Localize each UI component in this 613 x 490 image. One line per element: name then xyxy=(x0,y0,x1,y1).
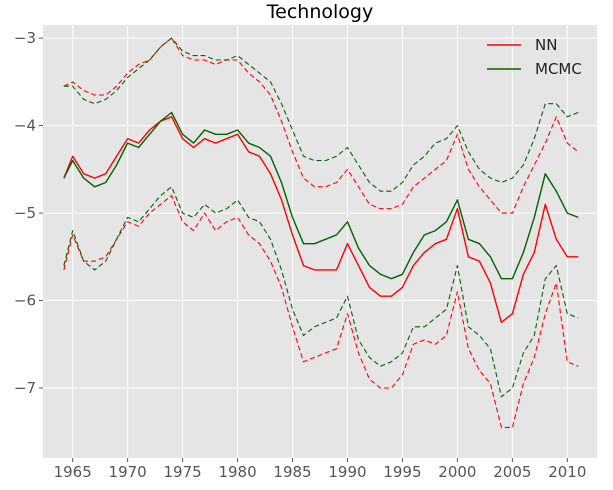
x-axis-ticks: 1965 1970 1975 1980 1985 1990 1995 2000 2005 2010 xyxy=(54,458,586,481)
x-tick-label: 1995 xyxy=(383,463,421,481)
y-tick-label: −4 xyxy=(14,117,36,135)
chart-title: Technology xyxy=(266,1,373,23)
x-tick-label: 1980 xyxy=(218,463,256,481)
grid-lines xyxy=(43,25,597,458)
y-tick-label: −7 xyxy=(14,379,36,397)
x-tick-label: 1985 xyxy=(273,463,311,481)
y-tick-label: −5 xyxy=(14,204,36,222)
x-tick-label: 1975 xyxy=(164,463,202,481)
series-band-line-1 xyxy=(63,37,579,214)
y-tick-label: −3 xyxy=(14,29,36,47)
x-tick-label: 2005 xyxy=(493,463,531,481)
x-tick-label: 1990 xyxy=(328,463,366,481)
legend-label-mcmc: MCMC xyxy=(535,60,582,78)
series-line-mcmc xyxy=(63,111,579,280)
x-tick-label: 2000 xyxy=(438,463,476,481)
x-tick-label: 2010 xyxy=(548,463,586,481)
series-band-line-2 xyxy=(63,195,579,428)
y-axis-ticks: −3 −4 −5 −6 −7 xyxy=(14,29,43,397)
x-tick-label: 1970 xyxy=(109,463,147,481)
x-tick-label: 1965 xyxy=(54,463,92,481)
series-lines xyxy=(63,37,579,428)
y-tick-label: −6 xyxy=(14,292,36,310)
legend-label-nn: NN xyxy=(535,36,557,54)
series-band-line-5 xyxy=(63,186,579,398)
series-band-line-4 xyxy=(63,37,579,192)
series-line-nn xyxy=(63,116,579,324)
legend: NN MCMC xyxy=(487,36,582,78)
